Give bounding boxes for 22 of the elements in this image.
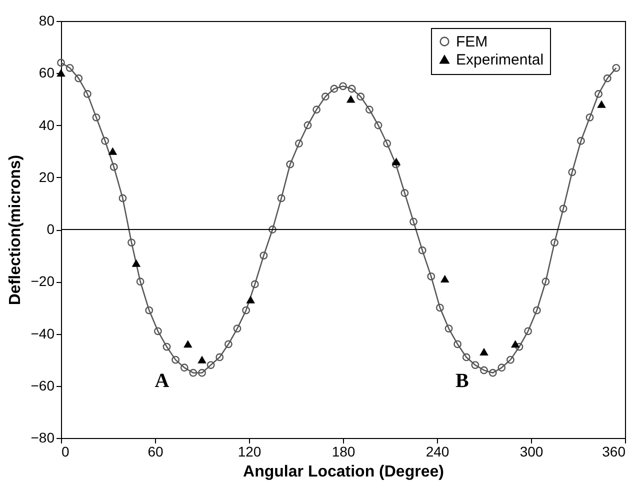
y-tick-label: −20 bbox=[30, 273, 55, 290]
x-tick-label: 360 bbox=[602, 444, 626, 460]
y-tick-label: −40 bbox=[30, 325, 55, 342]
y-tick-label: −60 bbox=[30, 377, 55, 394]
y-axis-title: Deflection(microns) bbox=[6, 154, 24, 306]
y-tick-label: 40 bbox=[38, 116, 55, 133]
y-tick-label: 0 bbox=[46, 221, 55, 237]
x-tick-label: 120 bbox=[238, 444, 262, 460]
x-tick-label: 60 bbox=[148, 444, 164, 460]
y-tick-label: 20 bbox=[38, 168, 55, 185]
annotation: A bbox=[154, 370, 170, 392]
x-tick-label: 180 bbox=[332, 444, 356, 460]
x-tick-label: 240 bbox=[426, 444, 450, 460]
x-tick-label: 0 bbox=[62, 444, 70, 460]
legend-label: Experimental bbox=[456, 52, 544, 68]
x-tick-label: 300 bbox=[520, 444, 544, 460]
x-axis-title: Angular Location (Degree) bbox=[243, 464, 444, 480]
annotation: B bbox=[455, 370, 469, 392]
y-tick-label: 60 bbox=[38, 64, 55, 81]
y-tick-label: 80 bbox=[38, 12, 55, 28]
legend-label: FEM bbox=[456, 34, 488, 50]
y-tick-label: −80 bbox=[30, 430, 55, 446]
